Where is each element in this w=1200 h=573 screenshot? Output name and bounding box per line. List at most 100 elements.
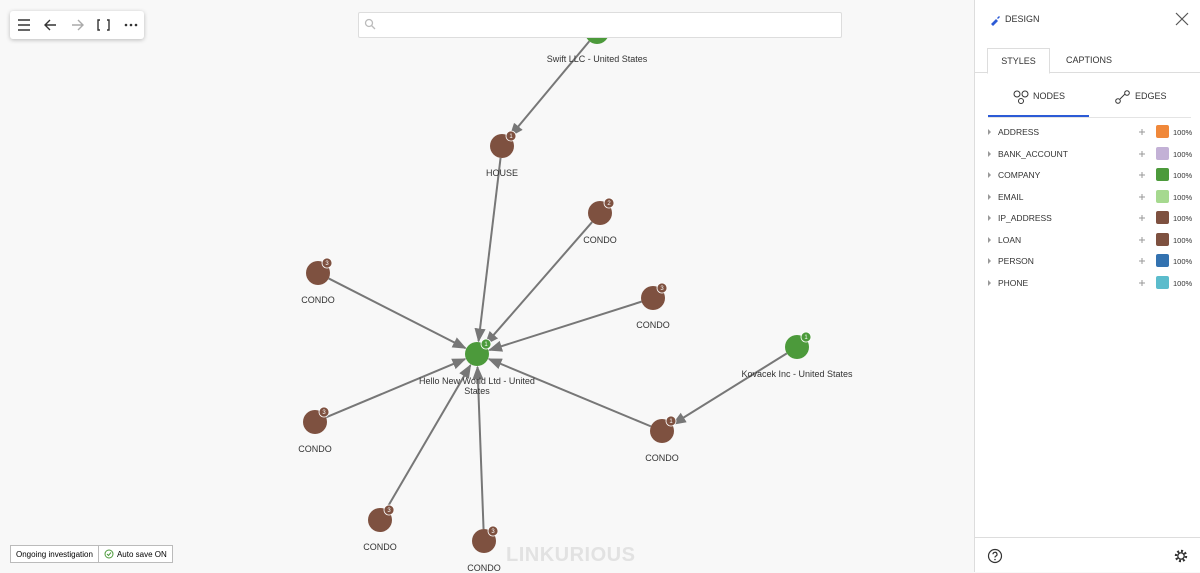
nodes-subtab[interactable]: NODES — [1033, 91, 1066, 101]
help-button[interactable] — [987, 548, 1003, 564]
node[interactable]: 1 — [490, 130, 517, 158]
color-swatch[interactable] — [1156, 211, 1169, 224]
node[interactable]: 3 — [641, 282, 668, 310]
expand-caret[interactable] — [987, 214, 993, 222]
tab-divider — [975, 72, 1200, 73]
active-underline — [988, 115, 1089, 117]
watermark: LINKURIOUS — [506, 544, 636, 566]
node-badge — [800, 331, 812, 343]
node-label: CONDO — [467, 563, 501, 573]
node-badge — [656, 282, 668, 294]
node[interactable]: 1 — [650, 415, 677, 443]
node[interactable]: 1 — [465, 338, 492, 366]
graph-canvas: 11233113133 — [303, 16, 812, 553]
color-swatch[interactable] — [1156, 254, 1169, 267]
edge — [474, 157, 502, 343]
expand-caret[interactable] — [987, 150, 993, 158]
add-button[interactable] — [1138, 193, 1146, 201]
category-name: PHONE — [998, 277, 1029, 288]
caret-shape — [988, 193, 991, 200]
expand-caret[interactable] — [987, 193, 993, 201]
node-label: HOUSE — [485, 168, 518, 178]
category-row: BANK_ACCOUNT 100% — [985, 146, 1195, 161]
design-panel: DESIGN STYLES CAPTIONS NODES EDGES ADDRE… — [974, 0, 1200, 572]
color-swatch[interactable] — [1156, 232, 1169, 246]
color-swatch[interactable] — [1156, 146, 1169, 160]
category-row: EMAIL 100% — [985, 189, 1195, 204]
autosave[interactable]: Auto save ON — [99, 546, 172, 562]
add-button[interactable] — [1138, 214, 1146, 222]
caret-shape — [988, 279, 991, 286]
caret-shape — [988, 129, 991, 135]
edge — [488, 300, 642, 352]
add-button[interactable] — [1138, 150, 1146, 158]
node-label: CONDO — [363, 542, 397, 552]
expand-caret[interactable] — [987, 171, 993, 179]
color-swatch[interactable] — [1156, 125, 1169, 138]
edge — [385, 364, 472, 511]
node-label: Kovacek Inc - United States — [741, 369, 853, 379]
captions-tab[interactable]: CAPTIONS — [1065, 55, 1112, 65]
expand-caret[interactable] — [987, 257, 993, 265]
badge-count: 1 — [484, 342, 488, 348]
styles-tab[interactable]: STYLES — [987, 48, 1050, 74]
node[interactable]: 2 — [588, 197, 615, 225]
investigation-status[interactable]: Ongoing investigation — [11, 546, 99, 562]
subtab-divider — [988, 117, 1191, 118]
plus-shape — [1139, 129, 1145, 135]
badge-count: 3 — [660, 286, 664, 292]
opacity: 100% — [1173, 192, 1193, 202]
add-button[interactable] — [1138, 279, 1146, 287]
toolbar-icons[interactable] — [10, 11, 144, 39]
badge-count: 3 — [322, 410, 326, 416]
category-row: PHONE 100% — [985, 275, 1195, 290]
expand-caret[interactable] — [987, 128, 993, 136]
settings-button[interactable] — [1173, 548, 1189, 564]
opacity: 100% — [1173, 128, 1193, 137]
search-box[interactable] — [358, 12, 842, 38]
expand-caret[interactable] — [987, 236, 993, 244]
toolbar — [10, 11, 144, 39]
add-button[interactable] — [1138, 236, 1146, 244]
caret-shape — [988, 215, 991, 221]
badge-count: 2 — [607, 201, 611, 207]
edge — [328, 277, 467, 349]
node[interactable]: 3 — [368, 504, 395, 532]
category-name: ADDRESS — [998, 127, 1040, 137]
opacity: 100% — [1173, 235, 1193, 245]
caret-shape — [988, 258, 991, 264]
edges-subtab[interactable]: EDGES — [1135, 91, 1167, 101]
badge-count: 1 — [509, 134, 513, 140]
node[interactable]: 3 — [472, 525, 499, 553]
node[interactable]: 3 — [303, 406, 330, 434]
close-button[interactable] — [1175, 12, 1189, 26]
add-button[interactable] — [1138, 128, 1146, 136]
node-label: CONDO — [636, 320, 670, 330]
category-row: LOAN 100% — [985, 232, 1195, 247]
search-icon — [364, 18, 376, 30]
badge-count: 3 — [325, 261, 329, 267]
caret-shape — [988, 172, 991, 178]
expand-caret[interactable] — [987, 279, 993, 287]
color-swatch[interactable] — [1156, 275, 1169, 289]
autosave-text: Auto save ON — [116, 549, 167, 559]
plus-shape — [1139, 258, 1145, 264]
nodes-icon — [1013, 90, 1029, 104]
node-badge — [318, 406, 330, 418]
add-button[interactable] — [1138, 171, 1146, 179]
plus-shape — [1139, 236, 1145, 243]
node-label: CONDO — [301, 295, 335, 305]
color-swatch[interactable] — [1156, 168, 1169, 181]
node-badge — [383, 504, 395, 516]
edge — [472, 365, 485, 530]
add-button[interactable] — [1138, 257, 1146, 265]
color-swatch[interactable] — [1156, 189, 1169, 203]
category-row: IP_ADDRESS 100% — [985, 211, 1195, 225]
node[interactable]: 3 — [306, 257, 333, 285]
category-row: PERSON 100% — [985, 254, 1195, 268]
category-name: IP_ADDRESS — [998, 213, 1052, 223]
node[interactable]: 1 — [785, 331, 812, 359]
category-name: LOAN — [998, 234, 1022, 245]
badge-count: 3 — [387, 508, 391, 514]
node-badge — [321, 257, 333, 269]
